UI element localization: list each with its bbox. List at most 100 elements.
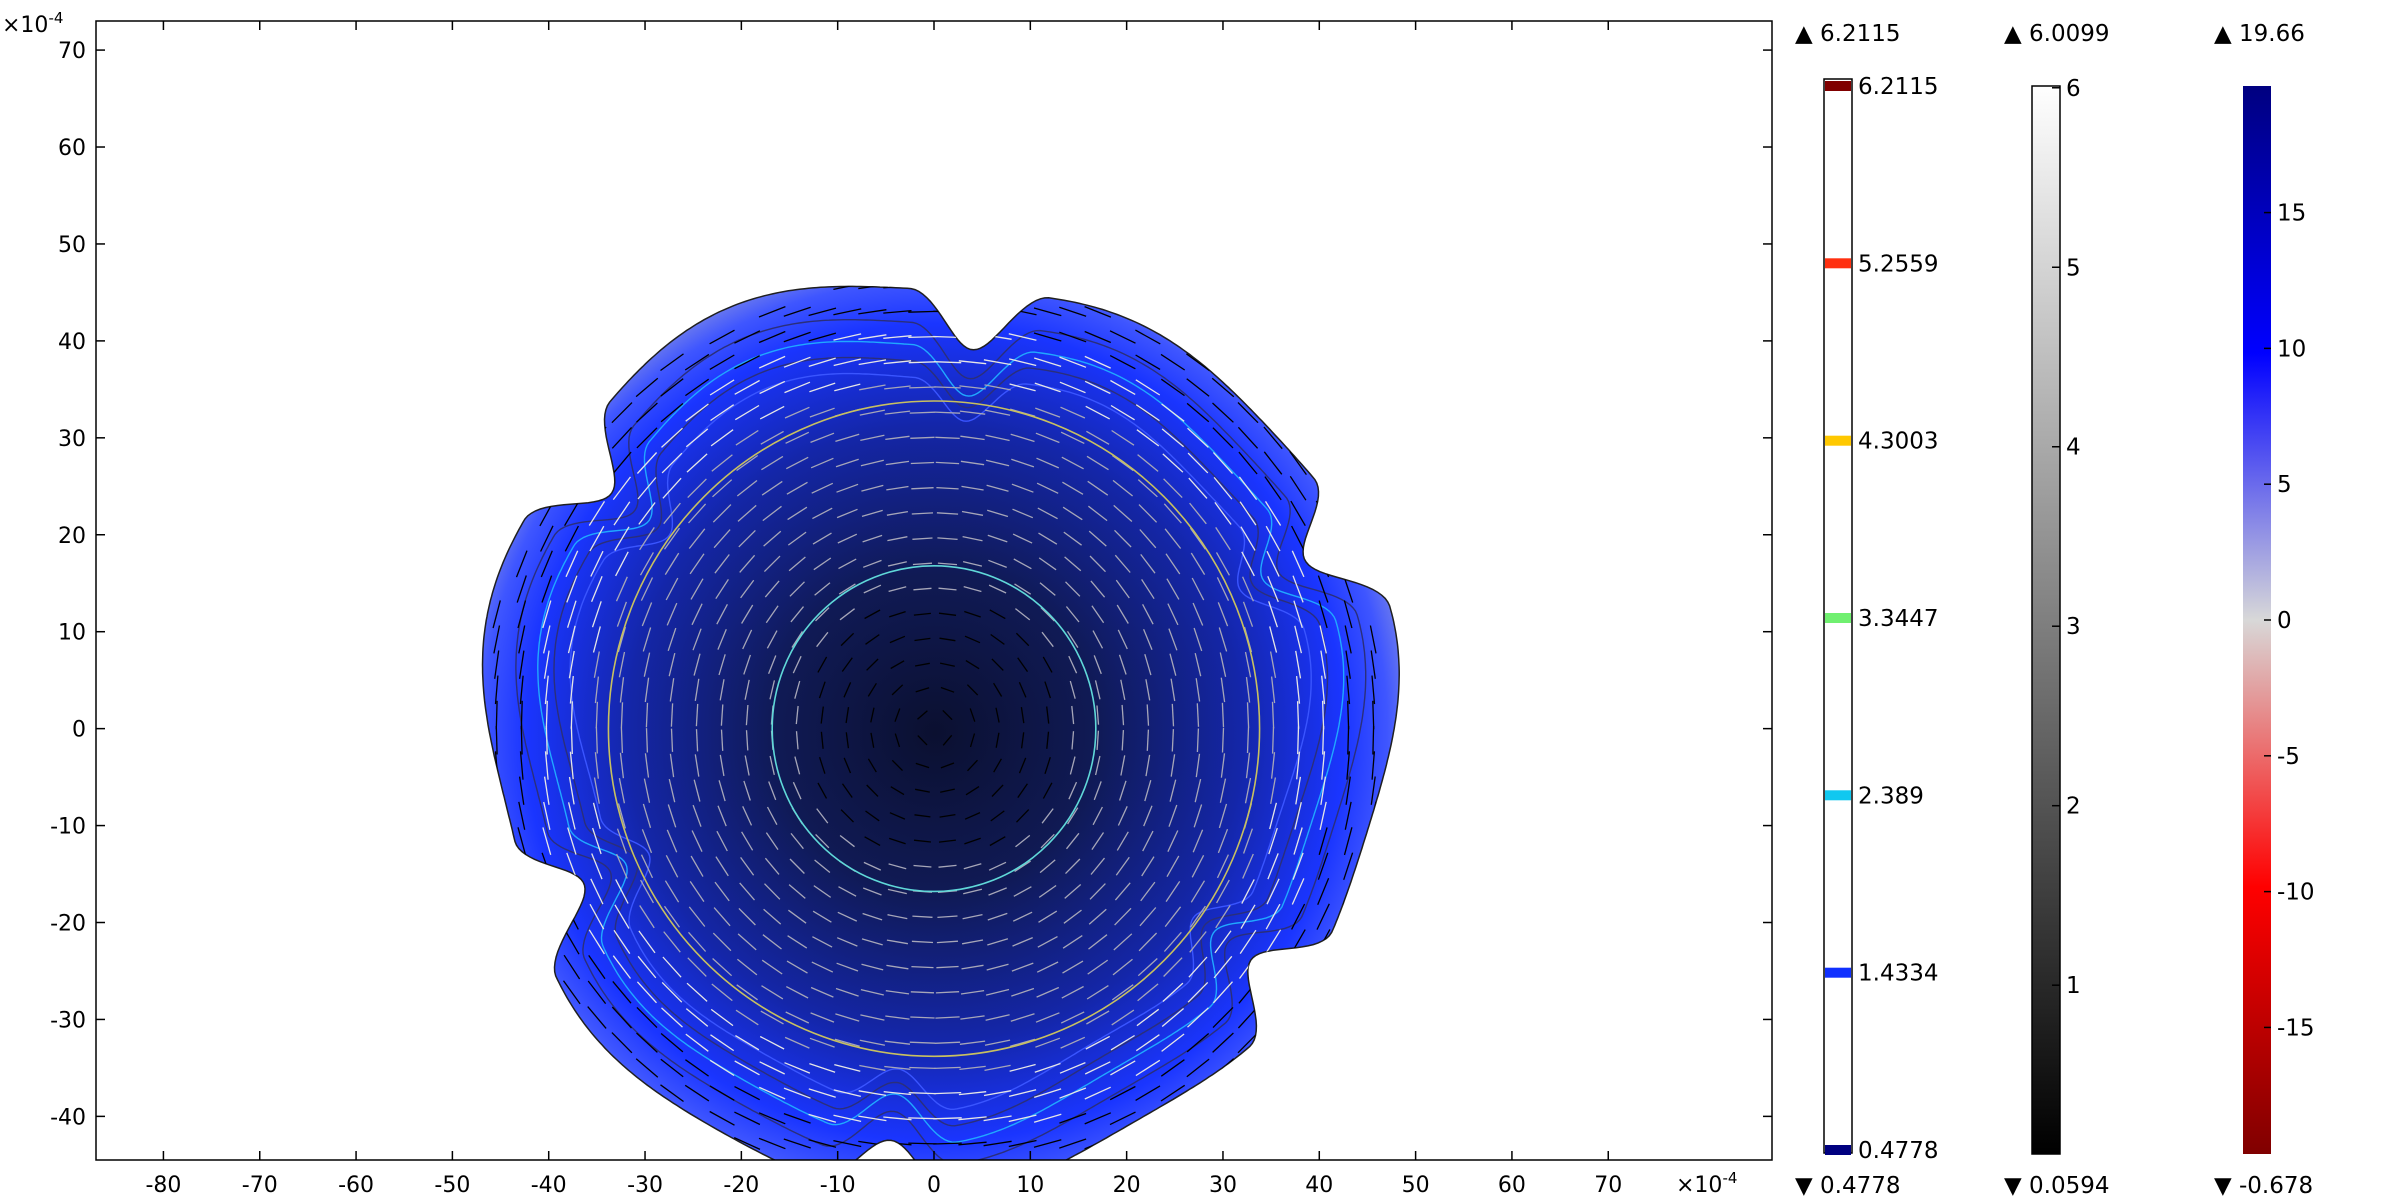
field-arrow (1034, 1062, 1061, 1073)
field-arrow (813, 557, 832, 571)
contour-lines (515, 319, 1367, 1160)
field-arrow (1215, 527, 1231, 551)
field-arrow (787, 531, 807, 546)
field-arrow (885, 435, 910, 441)
field-arrow (1170, 678, 1176, 702)
field-arrow (833, 1089, 861, 1098)
field-arrow (1168, 628, 1178, 651)
field-arrow (1317, 878, 1330, 905)
field-arrow (1186, 378, 1210, 397)
field-arrow (1239, 929, 1257, 954)
field-arrow (1040, 833, 1055, 849)
field-arrow (567, 802, 576, 830)
field-arrow (640, 879, 654, 904)
field-arrow (695, 703, 699, 727)
field-arrow (693, 653, 701, 676)
field-arrow (1270, 676, 1276, 704)
contour-legend-max: ▲ 6.2115 (1795, 21, 1900, 47)
level-circle (771, 564, 1097, 893)
field-arrow (864, 836, 881, 846)
field-arrow (709, 1059, 735, 1077)
field-arrow (544, 751, 549, 780)
field-arrow (814, 582, 831, 596)
field-arrow (1345, 650, 1351, 679)
field-arrow (808, 332, 837, 342)
field-arrow (566, 575, 578, 603)
field-arrow (890, 660, 905, 670)
field-arrow (785, 456, 809, 470)
field-arrow (737, 504, 757, 522)
field-arrow (619, 752, 625, 779)
field-arrow (1020, 732, 1025, 749)
field-arrow (1040, 607, 1055, 622)
field-arrow (1008, 1114, 1037, 1123)
field-arrow (794, 756, 801, 775)
field-arrow (908, 1142, 937, 1145)
field-arrow (1038, 910, 1058, 923)
field-arrow (1033, 1139, 1062, 1148)
field-arrow (540, 903, 554, 930)
field-arrow (587, 980, 607, 1004)
field-arrow (716, 830, 728, 852)
field-arrow (1069, 680, 1076, 699)
field-arrow (934, 411, 961, 414)
field-arrow (1038, 557, 1057, 571)
field-arrow (1042, 782, 1053, 799)
field-arrow (645, 702, 649, 728)
field-arrow (1008, 358, 1037, 367)
field-arrow (1186, 402, 1210, 423)
field-arrow (590, 878, 604, 905)
field-arrow (759, 380, 786, 395)
field-arrow (933, 286, 962, 288)
field-arrow (783, 306, 811, 317)
field-arrow (734, 1060, 760, 1076)
field-arrow (784, 381, 811, 394)
field-arrow (765, 605, 779, 624)
field-arrow (1140, 881, 1156, 902)
field-arrow (1138, 504, 1158, 523)
field-arrow (1038, 884, 1057, 898)
field-arrow (1018, 682, 1027, 698)
field-arrow (888, 837, 906, 845)
contour-ring (569, 372, 1312, 1110)
field-arrow (789, 581, 805, 597)
field-arrow (643, 778, 651, 803)
field-arrow (589, 903, 605, 930)
field-arrow (693, 779, 701, 802)
field-arrow (1014, 608, 1031, 621)
field-arrow (495, 700, 498, 730)
field-arrow (1035, 1037, 1061, 1048)
field-arrow (962, 560, 983, 567)
field-arrow (914, 637, 931, 642)
field-arrow (820, 731, 824, 749)
x-tick-label: 20 (1113, 1173, 1141, 1198)
x-tick-label: 50 (1402, 1173, 1430, 1198)
field-arrow (783, 331, 811, 343)
field-arrow (1292, 575, 1304, 603)
field-arrow (636, 402, 658, 423)
field-arrow (936, 512, 959, 515)
field-arrow (714, 881, 730, 902)
field-arrow (743, 780, 751, 801)
field-arrow (915, 687, 930, 693)
field-arrow (635, 377, 659, 398)
field-arrow (519, 675, 524, 705)
field-arrow (719, 679, 725, 701)
field-arrow (1096, 705, 1100, 725)
field-arrow (1371, 675, 1376, 705)
field-arrow (1296, 751, 1301, 780)
field-arrow (894, 708, 901, 722)
field-arrow (839, 608, 855, 621)
field-arrow (644, 677, 650, 703)
field-arrow (1059, 356, 1087, 368)
field-arrow (587, 451, 607, 475)
field-arrow (1093, 655, 1102, 675)
field-arrow (1246, 727, 1250, 754)
field-arrow (1088, 908, 1107, 925)
field-arrow (1245, 677, 1251, 703)
field-arrow (792, 655, 802, 674)
field-arrow (863, 861, 882, 871)
field-arrow (908, 1117, 937, 1120)
field-arrow (886, 939, 909, 945)
gray-tick-label: 3 (2066, 614, 2081, 640)
